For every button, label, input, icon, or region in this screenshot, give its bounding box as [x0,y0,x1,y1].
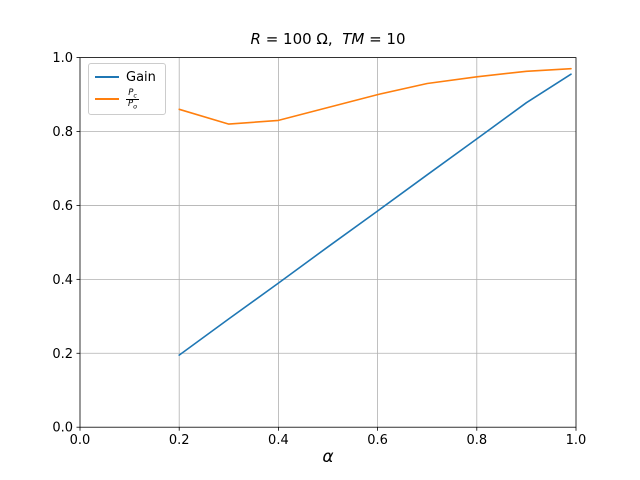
x-tick-label: 0.8 [466,433,487,448]
legend-label-power-ratio-fraction: Pc Po [126,88,139,111]
chart-title: R = 100 Ω, TM = 10 [250,30,406,48]
legend-label-gain: Gain [126,69,156,85]
legend: Gain Pc Po [88,63,166,115]
series-line-gain [178,73,572,356]
x-tick-label: 0.0 [70,433,91,448]
y-tick-label: 1.0 [52,51,73,66]
x-tick-label: 0.4 [268,433,289,448]
y-tick-label: 0.0 [52,421,73,436]
y-tick-label: 0.6 [52,199,73,214]
y-tick-label: 0.8 [52,125,73,140]
legend-swatch [95,76,119,78]
y-tick-label: 0.2 [52,347,73,362]
x-axis-label: α [322,447,334,467]
fraction-numerator: Pc [126,88,139,100]
legend-swatch [95,98,119,101]
legend-item-gain: Gain [95,68,156,86]
x-tick-label: 0.6 [367,433,388,448]
series-line-power-ratio [178,67,572,125]
y-tick-label: 0.4 [52,273,73,288]
legend-item-power-ratio: Pc Po [95,88,156,111]
x-tick-label: 1.0 [566,433,587,448]
axes-spines [79,57,577,428]
fraction-denominator: Po [128,98,138,111]
x-tick-label: 0.2 [169,433,190,448]
